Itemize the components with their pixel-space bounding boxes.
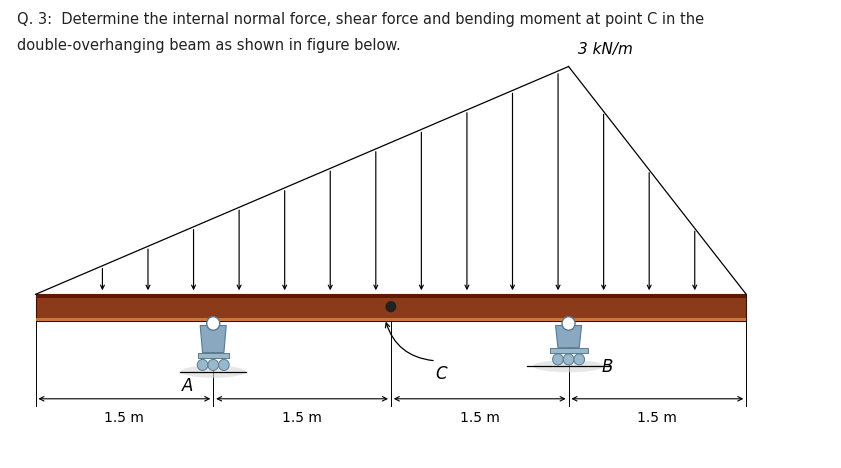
Text: B: B [601, 358, 613, 376]
Text: C: C [435, 365, 447, 382]
Circle shape [207, 317, 220, 330]
Text: Q. 3:  Determine the internal normal force, shear force and bending moment at po: Q. 3: Determine the internal normal forc… [17, 12, 704, 27]
Polygon shape [556, 326, 582, 348]
Circle shape [563, 354, 574, 365]
Bar [550, 348, 588, 352]
Ellipse shape [533, 360, 604, 373]
Bar [198, 352, 229, 358]
Text: 3 kN/m: 3 kN/m [578, 42, 633, 57]
Text: 1.5 m: 1.5 m [104, 411, 145, 425]
Polygon shape [200, 326, 226, 352]
Circle shape [574, 354, 584, 365]
Ellipse shape [181, 366, 246, 378]
Circle shape [198, 359, 208, 371]
Circle shape [553, 354, 563, 365]
Text: 1.5 m: 1.5 m [637, 411, 677, 425]
Circle shape [208, 359, 219, 371]
Text: 1.5 m: 1.5 m [282, 411, 322, 425]
Circle shape [219, 359, 230, 371]
Bar [35, 294, 746, 322]
Text: A: A [182, 377, 193, 395]
Bar [35, 294, 746, 298]
Circle shape [386, 302, 395, 312]
Text: double-overhanging beam as shown in figure below.: double-overhanging beam as shown in figu… [17, 38, 400, 53]
Bar [35, 318, 746, 322]
Text: 1.5 m: 1.5 m [460, 411, 500, 425]
Circle shape [562, 317, 575, 330]
